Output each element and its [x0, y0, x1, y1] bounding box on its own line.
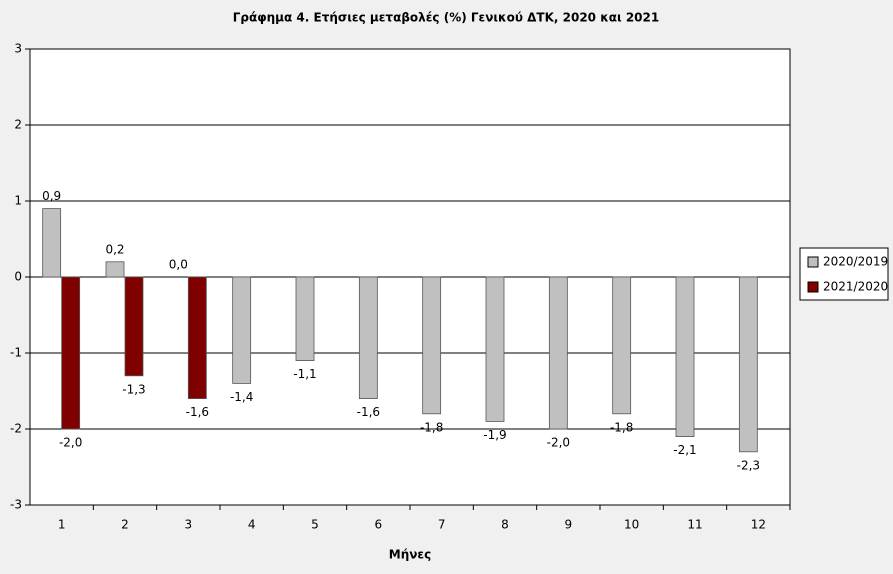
x-tick-label: 2	[121, 518, 129, 532]
bar	[612, 276, 632, 415]
bar	[42, 208, 62, 278]
data-label: -1,4	[230, 390, 253, 404]
x-tick-label: 8	[501, 518, 509, 532]
legend-swatch	[807, 256, 819, 268]
legend-swatch	[807, 281, 819, 293]
y-tick-label: 1	[14, 194, 22, 208]
x-tick-label: 10	[624, 518, 639, 532]
data-label: -2,0	[59, 436, 82, 450]
bar	[738, 276, 758, 453]
data-label: 0,0	[169, 258, 188, 272]
data-label: -1,8	[420, 420, 443, 434]
y-tick-label: 2	[14, 118, 22, 132]
data-label: -1,6	[357, 405, 380, 419]
bar	[295, 276, 315, 361]
data-label: -1,9	[483, 428, 506, 442]
bar	[422, 276, 442, 415]
data-label: -1,3	[122, 382, 145, 396]
chart-title: Γράφημα 4. Ετήσιες μεταβολές (%) Γενικού…	[233, 11, 659, 25]
data-label: 0,2	[105, 242, 124, 256]
data-label: 0,9	[42, 189, 61, 203]
legend-label: 2021/2020	[823, 280, 888, 294]
legend-label: 2020/2019	[823, 255, 888, 269]
data-label: -1,6	[186, 405, 209, 419]
x-tick-label: 12	[751, 518, 766, 532]
x-tick-label: 7	[438, 518, 446, 532]
data-label: -1,1	[293, 367, 316, 381]
bar	[358, 276, 378, 399]
x-tick-label: 11	[687, 518, 702, 532]
bar	[485, 276, 505, 422]
bar	[232, 276, 252, 384]
x-axis-title: Μήνες	[389, 548, 431, 562]
bar	[675, 276, 695, 438]
data-label: -2,1	[673, 443, 696, 457]
data-label: -1,8	[610, 420, 633, 434]
data-label: -2,0	[547, 436, 570, 450]
x-tick-label: 4	[248, 518, 256, 532]
x-tick-label: 9	[565, 518, 573, 532]
data-label: -2,3	[737, 458, 760, 472]
y-tick-label: 3	[14, 42, 22, 56]
x-tick-label: 5	[311, 518, 319, 532]
bar	[124, 276, 144, 377]
x-tick-label: 6	[375, 518, 383, 532]
bar	[187, 276, 207, 399]
y-tick-label: -1	[10, 346, 22, 360]
bar	[105, 261, 125, 278]
bar	[548, 276, 568, 430]
y-tick-label: -2	[10, 422, 22, 436]
x-tick-label: 1	[58, 518, 66, 532]
y-tick-label: -3	[10, 498, 22, 512]
y-tick-label: 0	[14, 270, 22, 284]
x-tick-label: 3	[185, 518, 193, 532]
bar	[61, 276, 81, 430]
